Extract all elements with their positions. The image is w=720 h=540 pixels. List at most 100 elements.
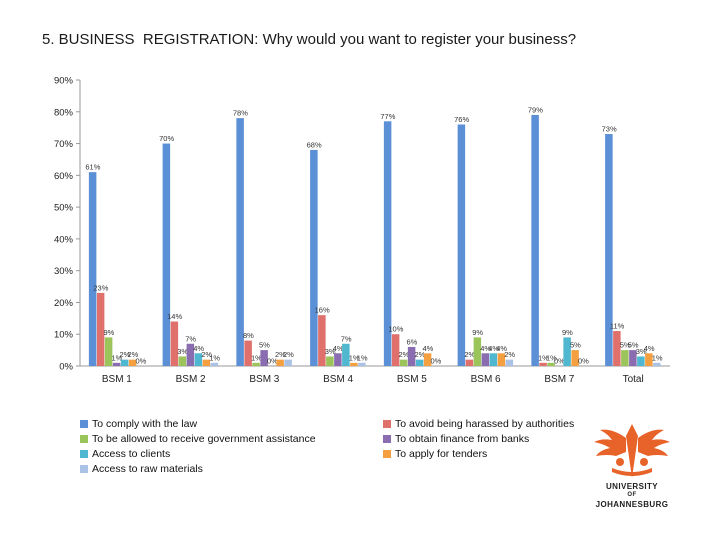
bar <box>563 337 571 366</box>
bar <box>629 350 637 366</box>
bar <box>260 350 268 366</box>
data-label: 3% <box>177 347 188 356</box>
legend-item: To apply for tenders <box>383 448 487 460</box>
bar <box>465 359 474 366</box>
bar <box>415 359 424 366</box>
legend-label: Access to clients <box>92 448 171 460</box>
bar <box>407 346 416 366</box>
data-label: 4% <box>333 344 344 353</box>
data-label: 4% <box>422 344 433 353</box>
data-label: 1% <box>652 353 663 362</box>
data-label: 61% <box>85 163 100 172</box>
bar <box>276 359 284 366</box>
data-label: 10% <box>388 325 403 334</box>
y-tick-label: 80% <box>54 107 74 118</box>
legend-item: To avoid being harassed by authorities <box>383 418 574 430</box>
y-tick-label: 90% <box>54 76 74 87</box>
data-label: 1% <box>546 353 557 362</box>
data-label: 2% <box>504 350 515 359</box>
data-label: 78% <box>233 109 248 118</box>
data-label: 77% <box>380 112 395 121</box>
bar <box>128 359 137 366</box>
logo-line-3: JOHANNESBURG <box>595 500 669 509</box>
bar <box>645 353 653 366</box>
bar <box>112 362 121 366</box>
y-tick-label: 60% <box>54 171 74 182</box>
bar <box>457 124 466 366</box>
bar <box>96 292 105 366</box>
bar <box>605 134 613 366</box>
bar <box>571 350 579 366</box>
data-label: 4% <box>480 344 491 353</box>
legend-label: To avoid being harassed by authorities <box>395 418 575 430</box>
bar <box>170 321 179 366</box>
data-label: 14% <box>167 312 182 321</box>
data-label: 70% <box>159 134 174 143</box>
data-label: 4% <box>496 344 507 353</box>
bar <box>120 359 129 366</box>
university-logo: UNIVERSITY OF JOHANNESBURG <box>582 418 682 518</box>
data-label: 4% <box>488 344 499 353</box>
x-tick-label: BSM 5 <box>397 374 427 385</box>
x-tick-label: BSM 4 <box>323 374 353 385</box>
data-label: 68% <box>307 140 322 149</box>
data-label: 23% <box>93 283 108 292</box>
legend-item: To be allowed to receive government assi… <box>80 433 316 445</box>
legend-swatch <box>80 420 88 428</box>
legend-item: To obtain finance from banks <box>383 433 529 445</box>
x-tick-label: BSM 2 <box>176 374 206 385</box>
data-label: 1% <box>209 353 220 362</box>
data-label: 7% <box>341 334 352 343</box>
bar <box>473 337 482 366</box>
data-label: 2% <box>283 350 294 359</box>
bar <box>481 353 490 366</box>
data-label: 7% <box>185 334 196 343</box>
data-label: 4% <box>644 344 655 353</box>
data-label: 2% <box>398 350 409 359</box>
bar <box>531 114 539 366</box>
legend-item: To comply with the law <box>80 418 197 430</box>
data-label: 2% <box>464 350 475 359</box>
data-label: 1% <box>349 353 360 362</box>
bar <box>423 353 432 366</box>
data-label: 9% <box>103 328 114 337</box>
legend-label: To apply for tenders <box>395 448 488 460</box>
data-label: 1% <box>538 353 549 362</box>
legend-swatch <box>383 420 391 428</box>
slide-title: 5. BUSINESS REGISTRATION: Why would you … <box>42 31 577 48</box>
data-label: 1% <box>251 353 262 362</box>
bar <box>391 334 400 366</box>
bar <box>497 353 506 366</box>
bar <box>244 340 252 366</box>
legend-swatch <box>80 450 88 458</box>
data-label: 2% <box>414 350 425 359</box>
legend-label: To be allowed to receive government assi… <box>92 433 316 445</box>
bar <box>399 359 408 366</box>
data-label: 1% <box>111 353 122 362</box>
bar <box>162 143 171 366</box>
bar-chart: 0%10%20%30%40%50%60%70%80%90%61%23%9%1%2… <box>54 76 670 385</box>
data-label: 9% <box>562 328 573 337</box>
y-tick-label: 10% <box>54 330 74 341</box>
data-label: 2% <box>275 350 286 359</box>
data-label: 2% <box>127 350 138 359</box>
bar <box>252 362 260 366</box>
data-label: 5% <box>628 341 639 350</box>
bar <box>178 356 187 366</box>
data-label: 2% <box>119 350 130 359</box>
legend-item: Access to clients <box>80 448 170 460</box>
bar <box>88 172 97 366</box>
data-label: 3% <box>325 347 336 356</box>
chart-area: 0% 10% 20% 30% 40% 50% 60% 70% 80% 90% 61% 23% 9% 1% 2… <box>40 66 680 486</box>
bar <box>236 118 244 366</box>
bar <box>318 315 326 366</box>
bar <box>310 149 318 366</box>
y-tick-label: 30% <box>54 266 74 277</box>
y-tick-label: 70% <box>54 139 74 150</box>
legend-item: Access to raw materials <box>80 463 203 475</box>
bar <box>637 356 645 366</box>
x-tick-label: BSM 3 <box>249 374 279 385</box>
y-tick-label: 40% <box>54 234 74 245</box>
legend-label: To obtain finance from banks <box>395 433 530 445</box>
y-tick-label: 0% <box>59 362 73 373</box>
